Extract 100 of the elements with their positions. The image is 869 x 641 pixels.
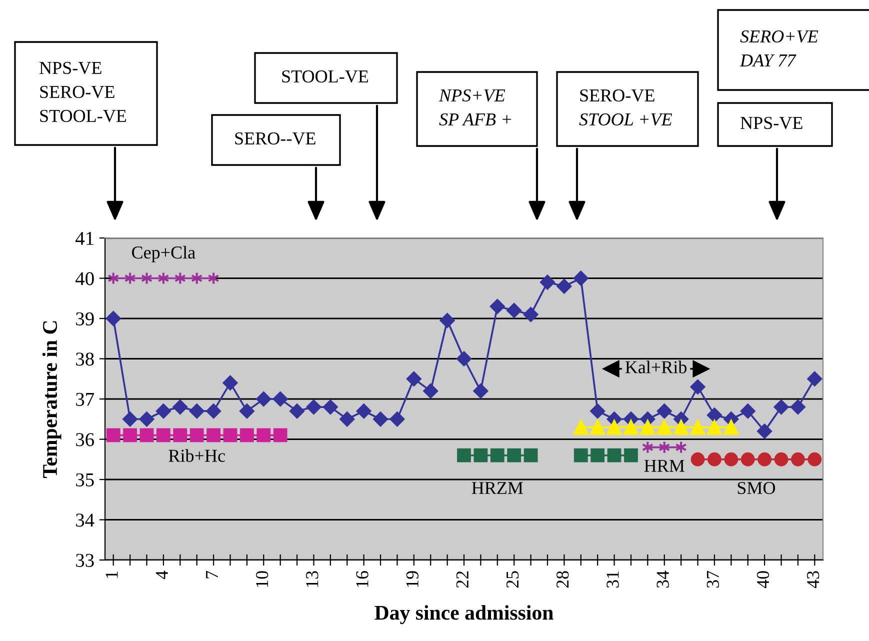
y-tick-label: 34 [76, 514, 94, 527]
series-label: SMO [738, 482, 776, 494]
series-label: HRZM [472, 482, 523, 494]
point [173, 428, 188, 442]
text: NPS-VE [740, 116, 802, 130]
point [556, 278, 572, 294]
x-tick-label: 19 [406, 571, 418, 587]
point [708, 452, 722, 466]
point [656, 404, 672, 419]
point [791, 452, 805, 466]
text: SERO+VE DAY 77 [740, 30, 818, 66]
series-label: Rib+Hc [168, 449, 225, 462]
point [356, 404, 372, 419]
text: SERO--VE [235, 132, 316, 145]
point [322, 399, 338, 415]
point [273, 428, 288, 442]
point [740, 404, 756, 419]
text: NPS-VE SERO-VE STOOL-VE [40, 62, 126, 122]
point [807, 371, 822, 386]
point [206, 404, 222, 419]
point [239, 404, 254, 419]
x-tick-label: 10 [256, 571, 268, 587]
point [606, 420, 622, 435]
x-axis-title: Day since admission [374, 605, 554, 624]
point [223, 428, 238, 442]
point [790, 399, 806, 415]
y-tick-label: 39 [76, 312, 94, 326]
y-tick-label: 36 [76, 433, 94, 446]
x-tick-label: 43 [807, 571, 820, 588]
point [256, 391, 272, 407]
point [524, 448, 538, 462]
point [623, 420, 639, 435]
series-label: Cep+Cla [132, 246, 196, 262]
point [490, 448, 504, 462]
point [507, 448, 522, 462]
y-tick-label: 40 [76, 272, 94, 286]
y-tick-label: 33 [76, 554, 94, 567]
point [106, 310, 121, 326]
x-tick-label: 22 [456, 571, 468, 588]
point [640, 420, 656, 435]
point [189, 404, 204, 419]
point [673, 420, 689, 435]
point [590, 420, 606, 435]
point [724, 452, 738, 466]
point [523, 306, 538, 322]
point [222, 375, 238, 390]
y-tick-label: 35 [76, 473, 94, 486]
x-tick-label: 16 [356, 570, 368, 587]
x-tick-label: 4 [156, 570, 168, 580]
y-tick-label: 38 [76, 352, 94, 366]
point [756, 424, 772, 439]
point [590, 404, 606, 419]
point [140, 428, 154, 442]
x-tick-label: 1 [106, 572, 118, 578]
point [106, 428, 120, 442]
point [122, 412, 138, 427]
text: NPS+VE SP AFB + [438, 89, 511, 126]
point [706, 420, 722, 435]
point [139, 412, 154, 427]
point [573, 420, 589, 435]
y-tick-label: 37 [76, 392, 94, 406]
point [607, 448, 622, 462]
point [340, 412, 355, 427]
point [190, 428, 204, 442]
text: Kal+Rib [625, 360, 687, 374]
point [456, 351, 472, 366]
point [423, 383, 438, 399]
point [656, 420, 672, 435]
point [490, 298, 505, 314]
point [206, 428, 220, 442]
point [156, 428, 170, 442]
point [573, 270, 588, 286]
x-tick-label: 25 [506, 571, 519, 588]
x-tick-label: 34 [656, 570, 669, 588]
point [372, 412, 388, 427]
y-axis-title: Temperature in C [42, 321, 62, 478]
point [457, 448, 471, 462]
point [123, 428, 137, 442]
point [624, 448, 638, 462]
point [690, 420, 706, 435]
y-tick-label: 41 [76, 232, 94, 245]
text: STOOL-VE [282, 70, 368, 83]
x-tick-label: 7 [206, 570, 218, 578]
point [240, 428, 254, 442]
x-tick-label: 37 [706, 570, 719, 588]
point [706, 408, 722, 423]
point [473, 383, 488, 399]
point [690, 379, 706, 394]
point [774, 452, 788, 466]
point [590, 448, 605, 462]
point [474, 448, 488, 462]
point [574, 448, 588, 462]
point [272, 391, 288, 407]
point [740, 452, 755, 466]
series-label: HRM [644, 460, 684, 472]
point [690, 452, 705, 466]
point [724, 420, 739, 435]
point [540, 274, 556, 290]
point [306, 399, 322, 415]
point [172, 399, 188, 415]
